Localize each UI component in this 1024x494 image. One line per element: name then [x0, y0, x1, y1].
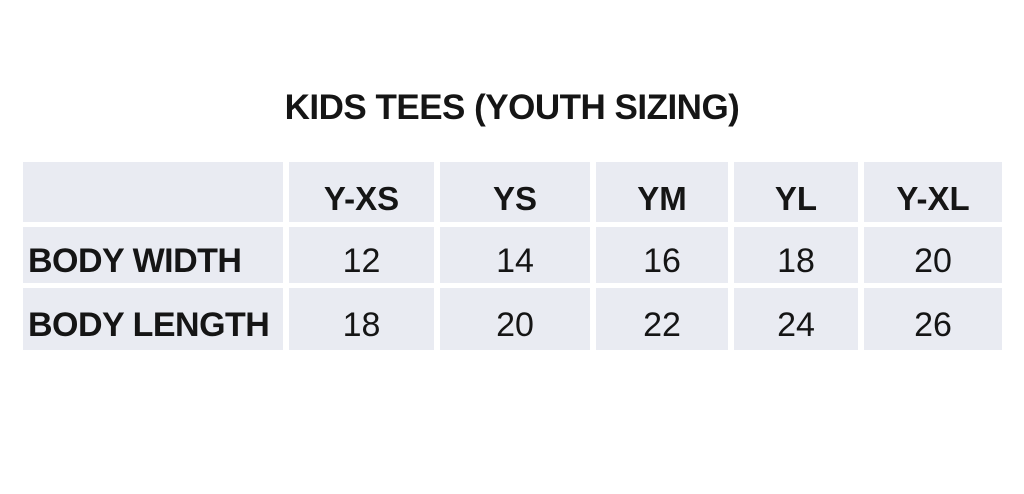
body-width-yl-cell: 18 — [734, 227, 858, 283]
page-title: KIDS TEES (YOUTH SIZING) — [284, 88, 740, 127]
body-width-ym-cell: 16 — [596, 227, 728, 283]
column-header-ym: YM — [596, 162, 728, 222]
column-header-yl: YL — [734, 162, 858, 222]
body-length-y-xl-cell: 26 — [864, 288, 1002, 350]
body-length-yl-cell: 24 — [734, 288, 858, 350]
body-width-y-xs-cell: 12 — [289, 227, 434, 283]
body-length-ys-cell: 20 — [440, 288, 590, 350]
body-width-ys-cell: 14 — [440, 227, 590, 283]
row-label-body-length: BODY LENGTH — [23, 288, 283, 350]
body-length-ym-cell: 22 — [596, 288, 728, 350]
body-width-y-xl-cell: 20 — [864, 227, 1002, 283]
body-length-y-xs-cell: 18 — [289, 288, 434, 350]
row-label-body-width: BODY WIDTH — [23, 227, 283, 283]
column-header-y-xs: Y-XS — [289, 162, 434, 222]
size-table: Y-XS YS YM YL Y-XL BODY WIDTH 12 14 16 1… — [23, 162, 1002, 350]
column-header-y-xl: Y-XL — [864, 162, 1002, 222]
column-header-ys: YS — [440, 162, 590, 222]
table-corner-cell — [23, 162, 283, 222]
